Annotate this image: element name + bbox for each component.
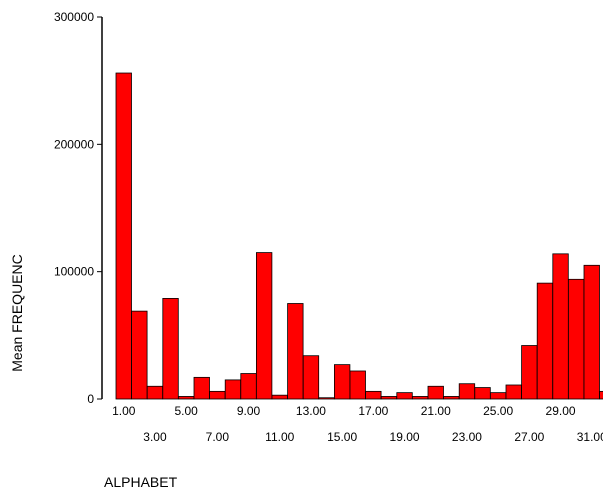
x-tick-label: 9.00 — [237, 404, 261, 418]
bar — [177, 396, 195, 400]
bar — [318, 397, 335, 400]
y-axis-title: Mean FREQUENC — [9, 254, 25, 371]
x-tick-label: 7.00 — [206, 430, 230, 444]
bar — [380, 396, 398, 400]
bar — [131, 310, 148, 400]
bar — [365, 390, 382, 400]
bar — [193, 376, 210, 400]
bar — [427, 385, 444, 400]
y-tick-label: 200000 — [54, 137, 94, 151]
bar — [583, 264, 600, 400]
x-tick-label: 19.00 — [390, 430, 420, 444]
bar — [411, 396, 429, 400]
x-tick-label: 21.00 — [421, 404, 451, 418]
x-tick-label: 31.00 — [577, 430, 603, 444]
bar — [599, 390, 603, 400]
x-tick-label: 3.00 — [143, 430, 167, 444]
x-tick-label: 17.00 — [358, 404, 388, 418]
bar — [568, 278, 585, 400]
y-tick-label: 300000 — [54, 10, 94, 24]
bar — [146, 385, 164, 400]
x-tick-label: 11.00 — [265, 430, 294, 444]
bar — [255, 252, 273, 400]
y-tick-label: 100000 — [54, 265, 94, 279]
y-ticks-group: 0 100000 200000 300000 — [54, 10, 102, 406]
x-tick-label: 13.00 — [296, 404, 326, 418]
bar — [396, 392, 413, 400]
bar — [287, 303, 304, 400]
bar — [209, 390, 226, 400]
bar — [115, 72, 132, 400]
y-tick-label: 0 — [87, 392, 94, 406]
bar — [333, 364, 351, 400]
x-tick-label: 1.00 — [112, 404, 136, 418]
x-tick-label: 27.00 — [514, 430, 544, 444]
bar — [240, 373, 257, 400]
bar — [536, 282, 554, 400]
bar — [302, 355, 320, 400]
x-tick-label: 29.00 — [546, 404, 576, 418]
bar — [458, 383, 476, 400]
x-tick-label: 15.00 — [327, 430, 357, 444]
bar — [489, 392, 507, 400]
bar — [474, 387, 491, 400]
bar — [552, 253, 569, 400]
bars-group — [115, 72, 603, 400]
x-tick-label: 23.00 — [452, 430, 482, 444]
bar — [224, 379, 242, 400]
x-tick-label: 25.00 — [483, 404, 513, 418]
bar — [443, 396, 460, 400]
x-tick-label: 5.00 — [174, 404, 198, 418]
bar — [521, 345, 538, 400]
bar — [271, 394, 288, 400]
bar — [349, 370, 366, 400]
bar — [162, 298, 179, 400]
x-axis-title: ALPHABET — [104, 474, 178, 490]
bar — [505, 384, 522, 400]
x-ticks-group: 1.00 3.00 5.00 7.00 9.00 11.0013.0015.0017.00… — [112, 404, 603, 444]
